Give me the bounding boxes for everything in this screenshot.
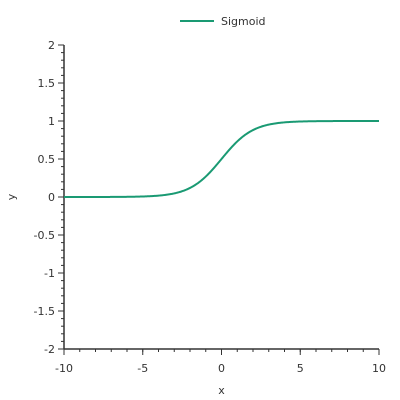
x-tick-label: 10 [372, 362, 386, 375]
y-tick-label: 1.5 [38, 77, 56, 90]
y-tick-label: -2 [44, 343, 55, 356]
y-tick-label: 2 [48, 39, 55, 52]
y-tick-label: 0 [48, 191, 55, 204]
x-tick-label: 0 [218, 362, 225, 375]
y-tick-label: -1.5 [34, 305, 55, 318]
legend-label-sigmoid: Sigmoid [221, 15, 266, 28]
series-line-sigmoid [64, 120, 379, 198]
x-tick-label: -5 [137, 362, 148, 375]
y-axis-ticks: -2 -1.5 -1 -0.5 0 0.5 1 1.5 2 [34, 39, 64, 356]
y-tick-label: 1 [48, 115, 55, 128]
y-axis-label: y [5, 193, 18, 200]
legend: Sigmoid [180, 15, 266, 28]
x-axis-ticks: -10 -5 0 5 10 [55, 349, 386, 375]
x-axis-label: x [218, 384, 225, 397]
x-tick-label: -10 [55, 362, 73, 375]
y-tick-label: 0.5 [38, 153, 56, 166]
y-tick-label: -0.5 [34, 229, 55, 242]
x-tick-label: 5 [297, 362, 304, 375]
y-tick-label: -1 [44, 267, 55, 280]
